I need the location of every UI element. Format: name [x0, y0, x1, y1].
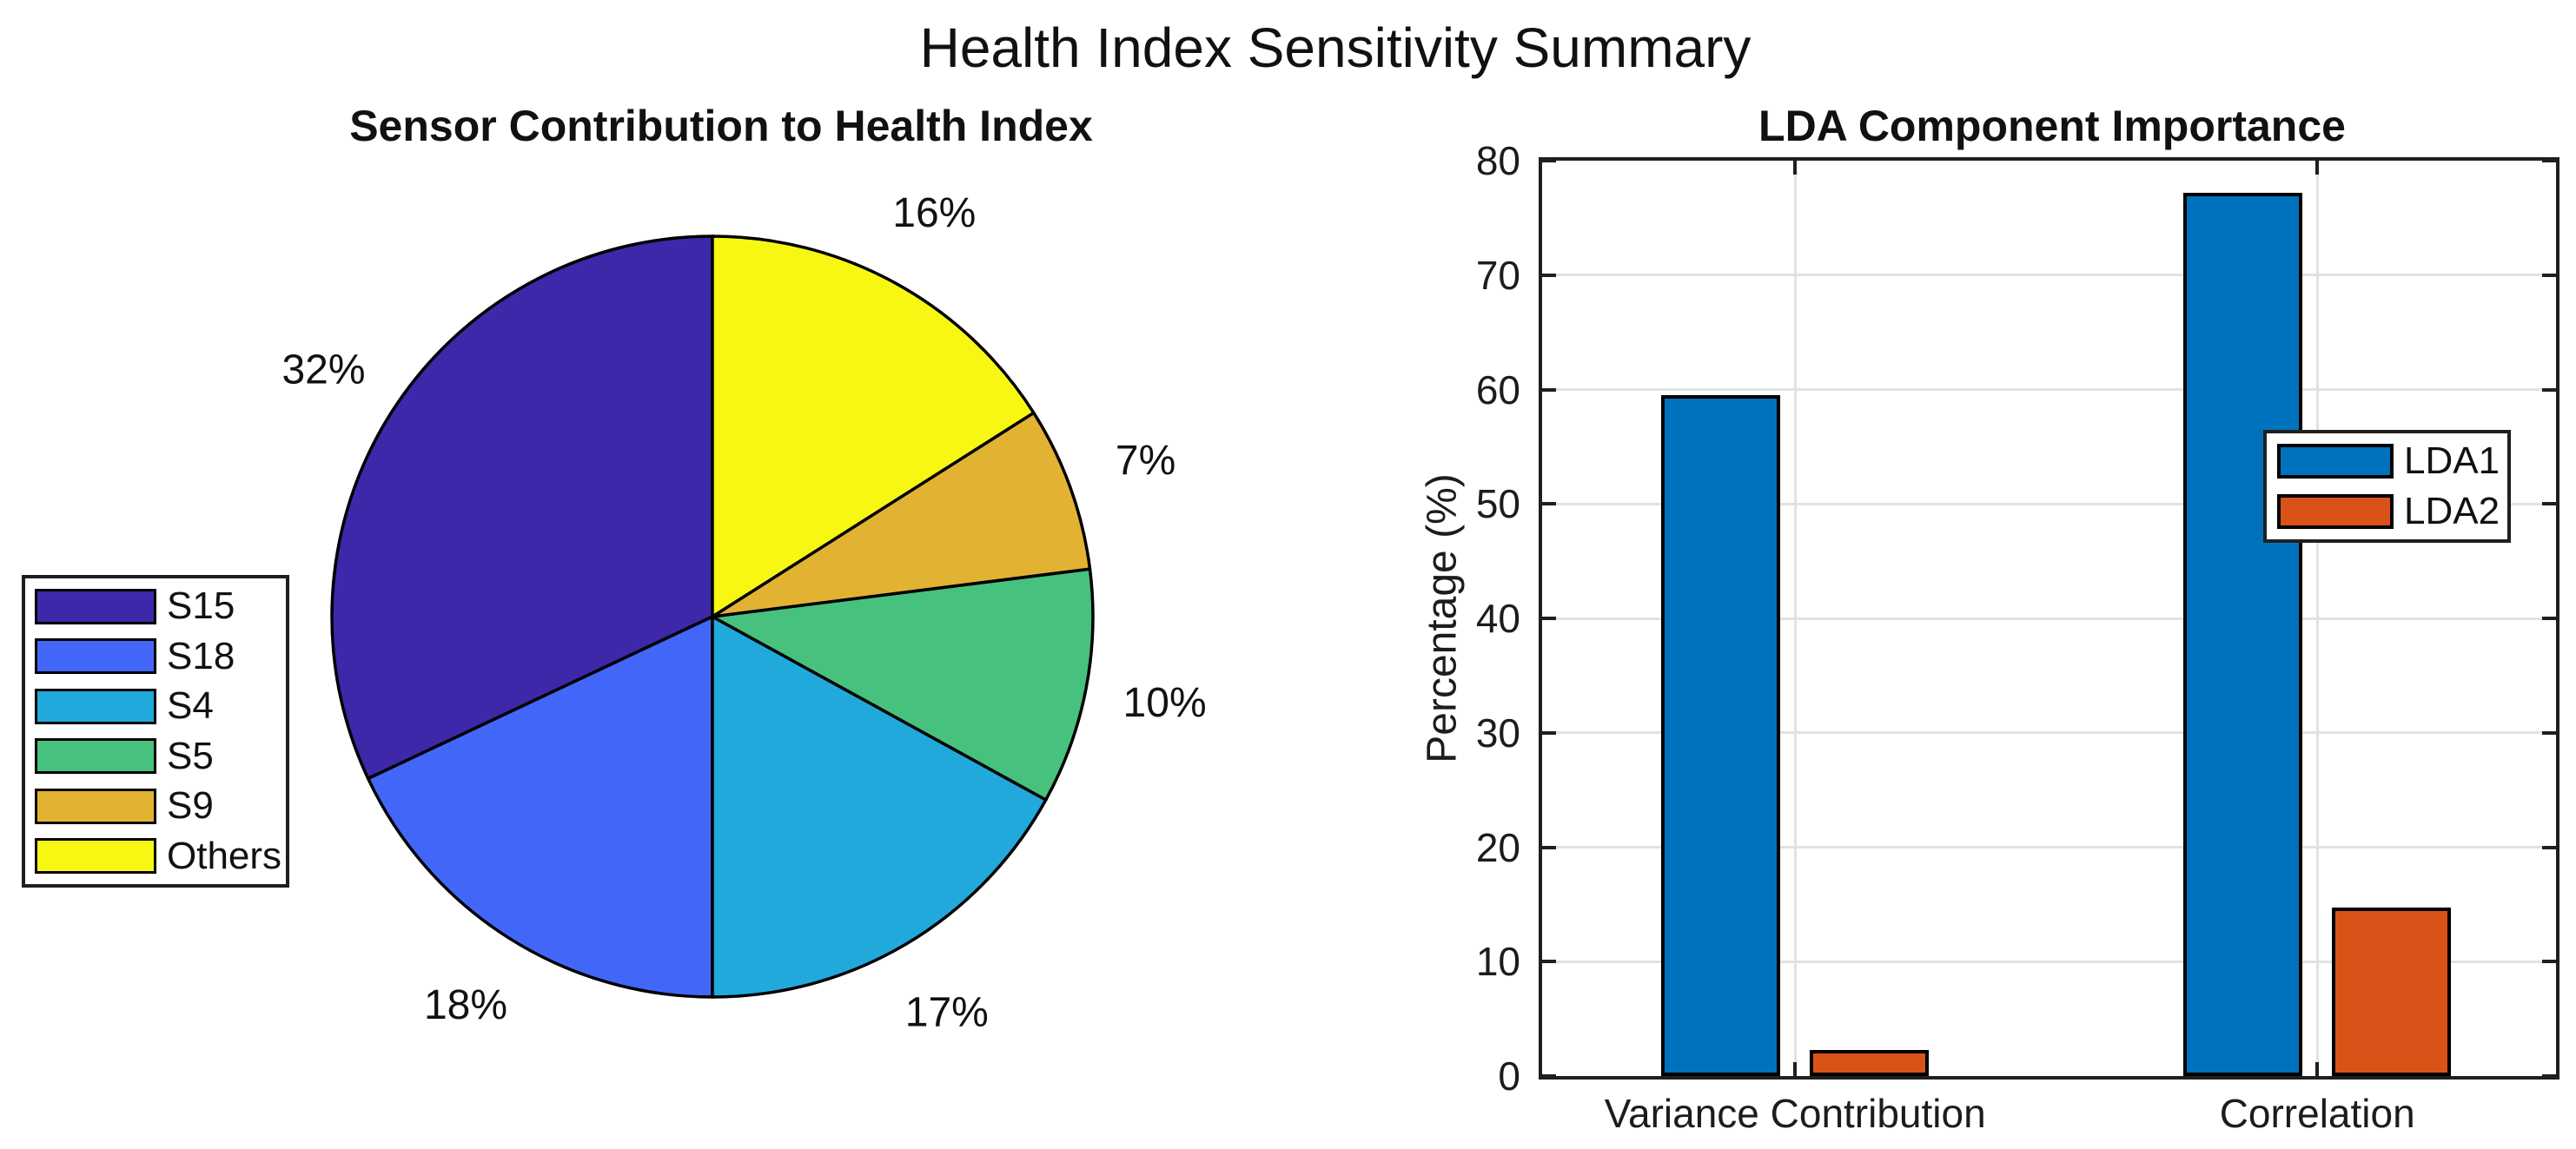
y-tick-label-20: 20 [1475, 824, 1520, 870]
y-tick-label-80: 80 [1475, 138, 1520, 183]
pie-legend-item-S15: S15 [35, 587, 279, 625]
pie-legend-item-S9-swatch [35, 788, 156, 824]
pie-legend-item-S18: S18 [35, 637, 279, 676]
y-tick-label-70: 70 [1475, 252, 1520, 298]
y-tick-left-0 [1542, 1074, 1556, 1078]
pie-chart-title: Sensor Contribution to Health Index [349, 102, 1093, 150]
y-tick-left-70 [1542, 273, 1556, 277]
y-tick-right-80 [2542, 159, 2556, 162]
pie-percent-label-S9: 7% [1116, 438, 1175, 484]
bar-legend-item-LDA1: LDA1 [2277, 442, 2500, 480]
h-gridline-60 [1542, 388, 2556, 391]
bar-plot-area: LDA1 LDA2 0 10 20 30 40 50 60 70 80 Variance Contr… [1476, 138, 2559, 1136]
pie-slice-Others [711, 234, 1036, 618]
bar-LDA1-variance-contribution [1661, 395, 1781, 1076]
y-tick-right-30 [2542, 730, 2556, 735]
y-tick-left-10 [1542, 960, 1556, 964]
pie-slice-S4 [711, 615, 1048, 999]
y-tick-right-60 [2542, 387, 2556, 392]
y-tick-right-0 [2542, 1074, 2556, 1078]
bar-LDA2-variance-contribution [1810, 1049, 1930, 1076]
y-tick-left-80 [1542, 159, 1556, 162]
x-tick-top-2 [2315, 161, 2320, 175]
y-tick-label-40: 40 [1475, 596, 1520, 641]
pie-legend: S15 S18 S4 S5 S9 Others [22, 575, 289, 888]
y-tick-left-30 [1542, 730, 1556, 735]
h-gridline-70 [1542, 274, 2556, 277]
y-tick-right-40 [2542, 617, 2556, 620]
v-gridline-1 [1793, 161, 1797, 1076]
h-gridline-40 [1542, 617, 2556, 620]
pie-legend-item-S9: S9 [35, 787, 279, 825]
pie-slice-S9 [711, 411, 1092, 618]
pie-legend-item-S15-swatch [35, 588, 156, 624]
pie-slice-S5 [711, 567, 1095, 802]
bar-legend-item-LDA2-label: LDA2 [2404, 490, 2500, 532]
x-tick-label-1: Variance Contribution [1604, 1091, 1986, 1136]
h-gridline-10 [1542, 960, 2556, 963]
bar-LDA2-correlation [2332, 908, 2452, 1076]
x-tick-top-1 [1793, 161, 1798, 175]
pie-legend-item-Others-label: Others [167, 834, 282, 877]
bar-legend-item-LDA2: LDA2 [2277, 492, 2500, 531]
pie-chart: 32% 18% 17% 10% 7% 16% [281, 190, 1207, 1036]
pie-legend-item-S4: S4 [35, 687, 279, 725]
bar-chart-title: LDA Component Importance [1758, 102, 2346, 150]
h-gridline-30 [1542, 731, 2556, 735]
y-tick-right-50 [2542, 502, 2556, 506]
pie-legend-item-S5-label: S5 [167, 734, 214, 777]
pie-percent-label-Others: 16% [892, 190, 976, 236]
v-gridline-2 [2315, 161, 2319, 1076]
h-gridline-50 [1542, 502, 2556, 505]
bar-legend-item-LDA1-swatch [2277, 444, 2394, 479]
pie-percent-label-S18: 18% [424, 982, 507, 1028]
y-tick-left-40 [1542, 617, 1556, 620]
bar-legend: LDA1 LDA2 [2263, 430, 2511, 543]
bar-LDA1-correlation [2183, 192, 2303, 1076]
y-tick-left-20 [1542, 845, 1556, 849]
figure-title: Health Index Sensitivity Summary [919, 17, 1752, 79]
y-tick-right-10 [2542, 960, 2556, 964]
bar-legend-item-LDA1-label: LDA1 [2404, 439, 2500, 482]
pie-legend-item-S18-swatch [35, 638, 156, 675]
y-tick-label-10: 10 [1475, 939, 1520, 985]
pie-slice-S18 [366, 615, 714, 999]
x-tick-label-2: Correlation [2219, 1091, 2415, 1136]
pie-legend-item-S4-swatch [35, 688, 156, 724]
pie-legend-item-S18-label: S18 [167, 634, 235, 677]
pie-legend-item-Others: Others [35, 834, 282, 877]
y-tick-label-30: 30 [1475, 710, 1520, 756]
y-tick-label-60: 60 [1475, 366, 1520, 413]
pie-legend-item-S15-label: S15 [167, 584, 235, 627]
y-tick-left-60 [1542, 387, 1556, 392]
pie-legend-item-S5-swatch [35, 738, 156, 775]
y-tick-right-20 [2542, 845, 2556, 849]
h-gridline-20 [1542, 846, 2556, 849]
pie-percent-label-S15: 32% [281, 347, 365, 393]
x-tick-bottom-2 [2315, 1062, 2320, 1076]
pie-legend-item-S4-label: S4 [167, 684, 214, 728]
pie-legend-item-S9-label: S9 [167, 784, 214, 828]
pie-legend-item-Others-swatch [35, 838, 156, 875]
x-tick-bottom-1 [1793, 1062, 1798, 1076]
y-tick-left-50 [1542, 502, 1556, 506]
pie-percent-label-S4: 17% [905, 990, 989, 1036]
bar-legend-item-LDA2-swatch [2277, 494, 2394, 529]
pie-legend-item-S5: S5 [35, 734, 279, 777]
pie-slice-S15 [330, 234, 714, 781]
pie-percent-label-S5: 10% [1123, 680, 1207, 726]
y-tick-label-0: 0 [1498, 1053, 1520, 1099]
y-tick-label-50: 50 [1475, 481, 1520, 527]
y-tick-right-70 [2542, 273, 2556, 277]
